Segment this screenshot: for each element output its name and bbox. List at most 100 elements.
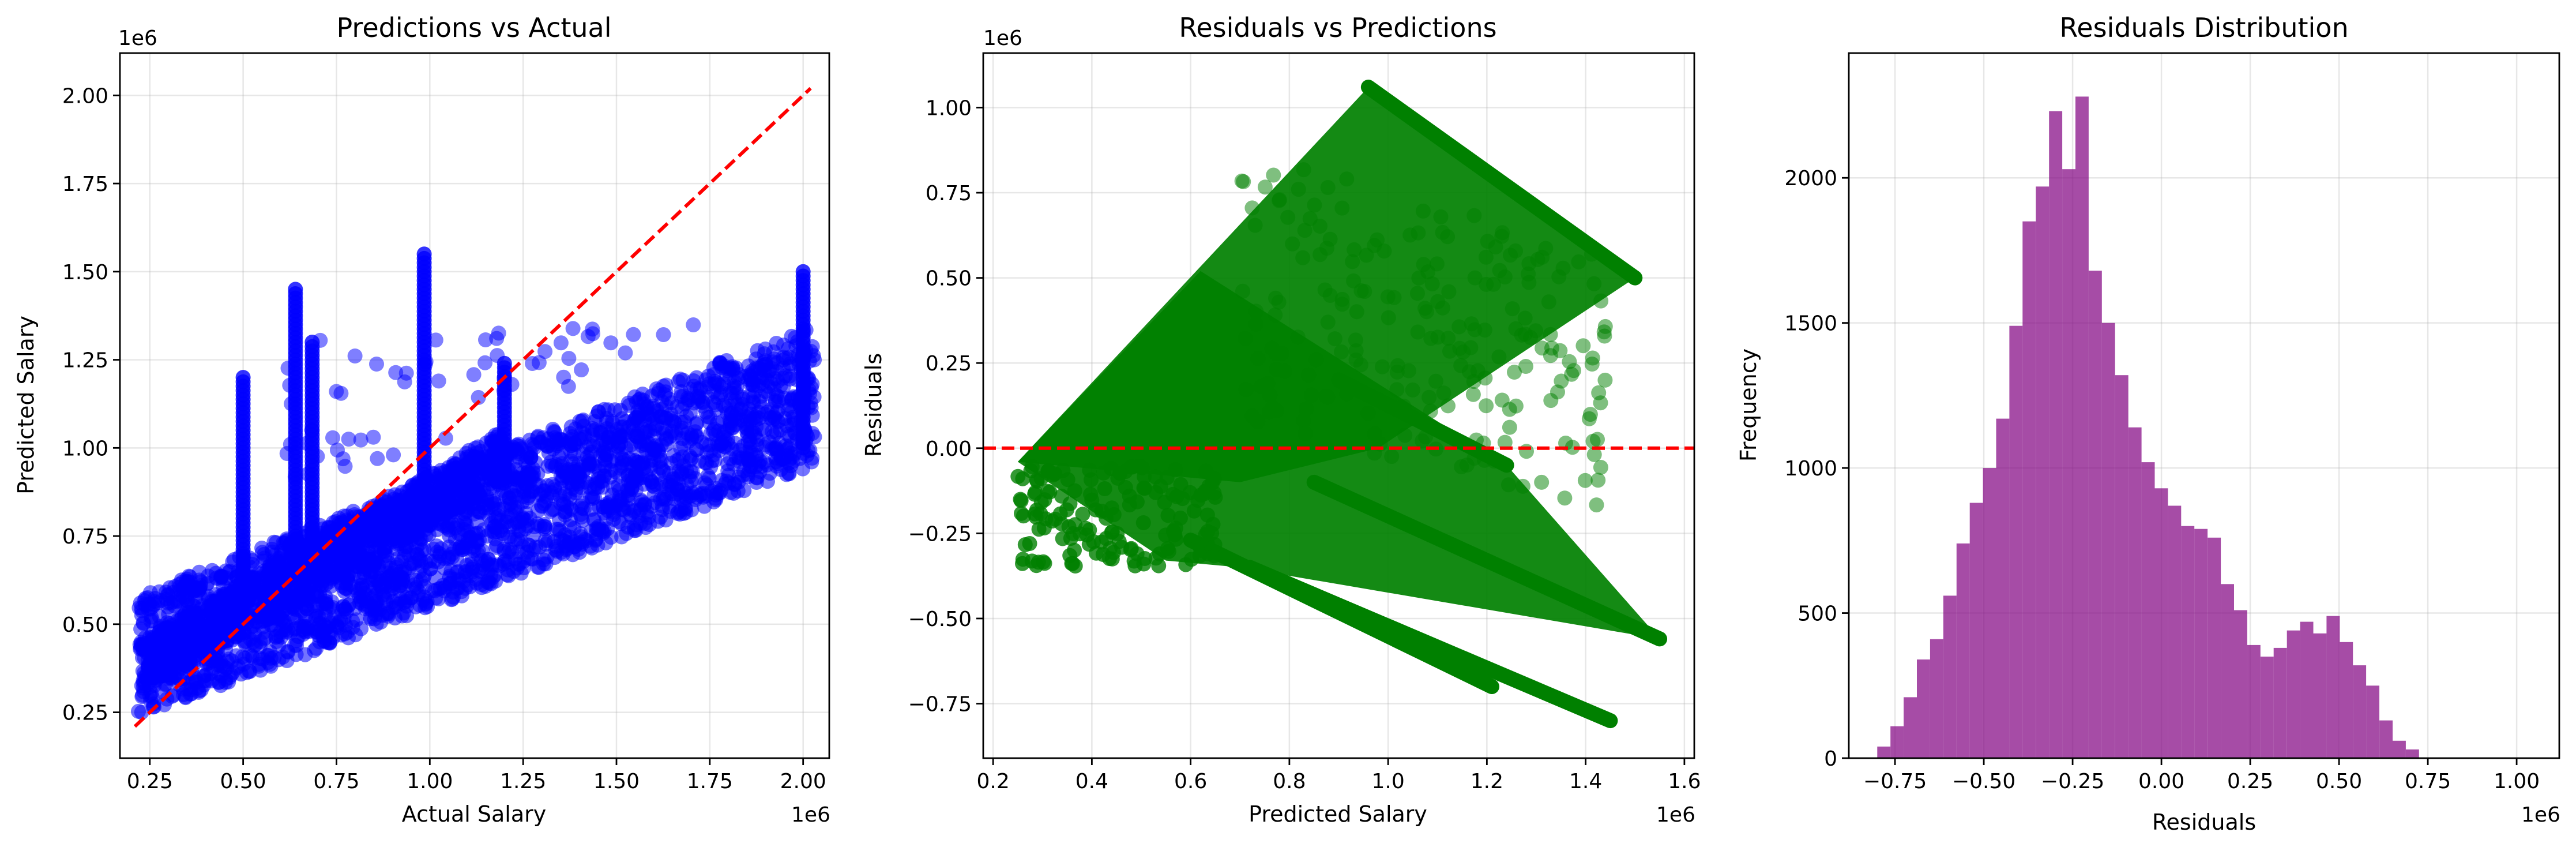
scatter-point — [1360, 406, 1376, 421]
scatter-point — [1463, 340, 1479, 355]
scatter-point — [369, 357, 384, 372]
panel-residuals-distribution: Residuals Distribution Residuals Frequen… — [1736, 12, 2560, 835]
scatter-point — [618, 345, 633, 361]
scatter-point — [1557, 490, 1573, 506]
scatter-point — [516, 480, 531, 496]
scatter-point — [1339, 386, 1355, 402]
scatter-point — [1295, 250, 1311, 265]
scatter-point — [200, 575, 215, 591]
scatter-point — [1402, 227, 1418, 243]
scatter-point — [642, 423, 658, 439]
scatter-point — [669, 453, 685, 469]
y-tick-label: −0.25 — [908, 522, 972, 546]
scatter-point — [146, 659, 161, 675]
scatter-point — [748, 412, 764, 428]
scatter-point — [416, 246, 432, 262]
chart-title: Predictions vs Actual — [336, 12, 611, 43]
scatter-point — [329, 384, 344, 399]
y-tick-label: 2.00 — [62, 84, 108, 108]
y-tick-label: 0.50 — [926, 267, 972, 291]
scatter-point — [336, 598, 351, 614]
y-tick-label: 0 — [1824, 747, 1837, 771]
scatter-point — [326, 609, 342, 624]
scatter-point — [1507, 365, 1522, 380]
scatter-point — [757, 346, 772, 362]
scatter-point — [1488, 239, 1503, 254]
scatter-point — [1410, 324, 1426, 340]
scatter-point — [1280, 209, 1296, 225]
x-tick-label: 1.4 — [1569, 770, 1602, 793]
histogram-bar — [1904, 697, 1917, 758]
scatter-point — [614, 451, 630, 466]
histogram-bar — [2141, 462, 2155, 758]
scatter-point — [1290, 329, 1306, 345]
scatter-point — [1508, 398, 1524, 414]
scatter-point — [1067, 517, 1083, 533]
scatter-point — [567, 539, 582, 554]
histogram-bar — [1943, 595, 1957, 758]
scatter-point — [1486, 276, 1501, 292]
scatter-point — [1327, 331, 1342, 347]
scatter-point — [1250, 351, 1266, 366]
scatter-point — [724, 406, 739, 422]
scatter-point — [1312, 219, 1328, 234]
x-tick-label: 0.2 — [976, 770, 1009, 793]
y-tick-label: 0.50 — [62, 613, 108, 637]
scatter-point — [501, 554, 516, 570]
scatter-point — [1247, 218, 1263, 233]
scatter-point — [764, 361, 780, 376]
scatter-point — [795, 461, 811, 477]
histogram-bar — [2075, 96, 2089, 758]
scatter-point — [1272, 193, 1287, 208]
x-tick-label: −0.75 — [1863, 770, 1927, 793]
y-axis-label: Frequency — [1736, 348, 1761, 462]
scatter-streak — [1242, 560, 1618, 729]
scatter-point — [1433, 209, 1449, 224]
scatter-point — [676, 388, 691, 403]
scatter-point — [1441, 398, 1456, 414]
scatter-point — [1353, 283, 1369, 298]
histogram-bar — [2353, 665, 2367, 758]
scatter-point — [573, 499, 588, 514]
scatter-point — [1375, 359, 1390, 374]
scatter-point — [585, 489, 600, 505]
histogram-bar — [1890, 726, 1904, 758]
scatter-point — [366, 429, 381, 445]
scatter-point — [228, 648, 244, 664]
scatter-point — [1054, 488, 1069, 504]
scatter-point — [1029, 503, 1044, 518]
scatter-point — [1486, 454, 1502, 469]
scatter-point — [518, 521, 533, 537]
scatter-point — [443, 563, 459, 579]
scatter-point — [1148, 550, 1164, 566]
scatter-point — [1269, 362, 1284, 377]
scatter-point — [1521, 275, 1537, 290]
scatter-point — [465, 560, 480, 575]
scatter-point — [271, 638, 287, 653]
scatter-point — [1441, 284, 1457, 299]
histogram-bar — [2009, 325, 2023, 758]
y-tick-label: 500 — [1797, 602, 1837, 626]
scatter-point — [638, 507, 653, 523]
scatter-point — [1436, 385, 1451, 401]
scatter-point — [516, 560, 532, 576]
scatter-point — [1094, 534, 1109, 550]
scatter-point — [565, 321, 581, 336]
scatter-point — [1454, 459, 1469, 474]
y-tick-label: 0.75 — [926, 182, 972, 205]
scatter-point — [710, 436, 725, 451]
scatter-point — [566, 464, 582, 479]
scatter-point — [1097, 481, 1112, 496]
scatter-point — [373, 529, 389, 545]
scatter-point — [1082, 462, 1097, 478]
scatter-point — [574, 362, 589, 377]
scatter-point — [537, 521, 552, 537]
scatter-point — [1590, 473, 1606, 488]
scatter-point — [545, 422, 561, 437]
scatter-point — [656, 327, 671, 342]
scatter-point — [143, 613, 159, 629]
scatter-point — [780, 402, 796, 417]
x-tick-label: 0.6 — [1174, 770, 1207, 793]
scatter-point — [228, 612, 244, 628]
scatter-point — [603, 335, 619, 351]
